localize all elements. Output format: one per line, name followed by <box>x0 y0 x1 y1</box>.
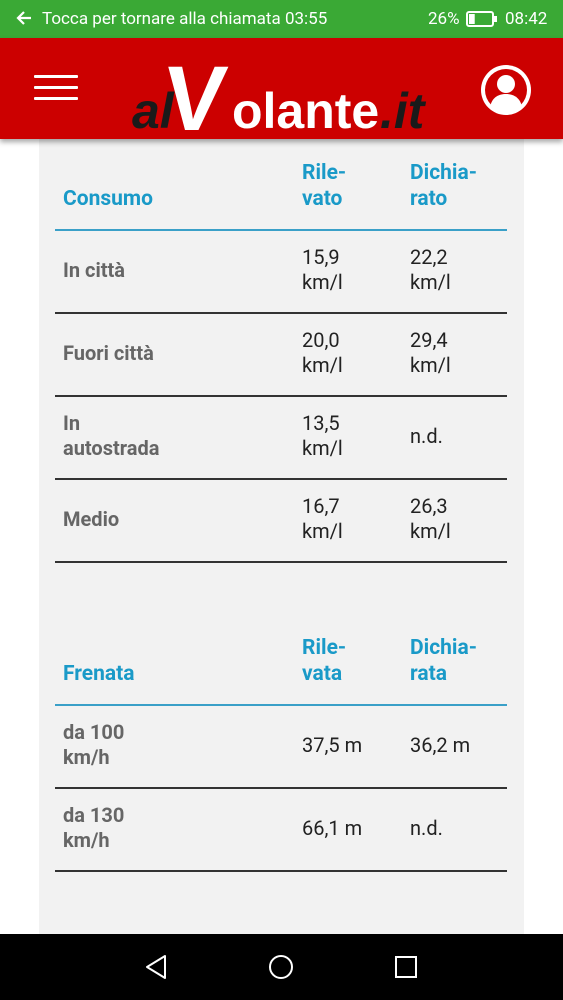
rilevato-header: Rile-vato <box>302 161 347 211</box>
consumo-table: Consumo Rile-vato Dichia-rato In città 15… <box>55 139 507 563</box>
row-value-measured: 13,5 km/l <box>302 411 343 460</box>
table-row: da 130 km/h 66,1 m n.d. <box>55 789 507 872</box>
hamburger-icon <box>34 97 78 100</box>
battery-icon <box>466 11 497 27</box>
table-row: Fuori città 20,0 km/l 29,4 km/l <box>55 314 507 397</box>
logo-text-prefix: al <box>132 83 175 136</box>
nav-back-icon[interactable] <box>141 952 171 982</box>
page-content: Consumo Rile-vato Dichia-rato In città 15… <box>0 139 563 934</box>
row-value-measured: 15,9 km/l <box>302 245 343 294</box>
row-label: da 100 km/h <box>63 720 125 769</box>
row-label: In autostrada <box>63 411 160 460</box>
frenata-table: Frenata Rile-vata Dichia-rata da 100 km/h… <box>55 614 507 872</box>
menu-button[interactable] <box>28 66 84 110</box>
row-label: In città <box>63 258 125 282</box>
back-arrow-icon[interactable] <box>14 8 34 28</box>
row-value-declared: 26,3 km/l <box>410 494 451 543</box>
row-value-declared: 36,2 m <box>410 733 471 757</box>
rilevata-header: Rile-vata <box>302 636 347 686</box>
hamburger-icon <box>34 86 78 89</box>
row-label: Fuori città <box>63 341 154 365</box>
row-label: Medio <box>63 507 120 531</box>
row-value-measured: 16,7 km/l <box>302 494 343 543</box>
row-label: da 130 km/h <box>63 803 125 852</box>
logo-text-v: V <box>159 46 231 136</box>
table-row: In città 15,9 km/l 22,2 km/l <box>55 231 507 314</box>
content-card: Consumo Rile-vato Dichia-rato In città 15… <box>39 139 524 934</box>
return-to-call-text[interactable]: Tocca per tornare alla chiamata 03:55 <box>42 9 328 29</box>
logo-text-suffix: .it <box>380 83 427 136</box>
android-nav-bar <box>0 934 563 1000</box>
status-clock: 08:42 <box>505 9 548 29</box>
row-value-measured: 37,5 m <box>302 733 363 757</box>
app-header: al V olante .it <box>0 38 563 139</box>
nav-recents-icon[interactable] <box>391 952 421 982</box>
nav-home-icon[interactable] <box>266 952 296 982</box>
alvolante-logo[interactable]: al V olante .it <box>126 44 436 136</box>
row-value-measured: 20,0 km/l <box>302 328 343 377</box>
hamburger-icon <box>34 75 78 78</box>
dichiarata-header: Dichia-rata <box>410 636 477 686</box>
row-value-declared: 29,4 km/l <box>410 328 451 377</box>
dichiarato-header: Dichia-rato <box>410 161 477 211</box>
table-header: Frenata Rile-vata Dichia-rata <box>55 614 507 706</box>
table-row: Medio 16,7 km/l 26,3 km/l <box>55 480 507 563</box>
consumo-header-label: Consumo <box>63 187 153 211</box>
table-header: Consumo Rile-vato Dichia-rato <box>55 139 507 231</box>
user-avatar-icon[interactable] <box>478 62 534 118</box>
row-value-measured: 66,1 m <box>302 816 363 840</box>
logo-text-main: olante <box>232 83 379 136</box>
table-row: In autostrada 13,5 km/l n.d. <box>55 397 507 480</box>
status-bar: Tocca per tornare alla chiamata 03:55 26… <box>0 0 563 38</box>
table-row: da 100 km/h 37,5 m 36,2 m <box>55 706 507 789</box>
frenata-header-label: Frenata <box>63 662 135 686</box>
row-value-declared: n.d. <box>410 424 443 448</box>
row-value-declared: n.d. <box>410 816 443 840</box>
row-value-declared: 22,2 km/l <box>410 245 451 294</box>
battery-percentage: 26% <box>428 9 460 29</box>
